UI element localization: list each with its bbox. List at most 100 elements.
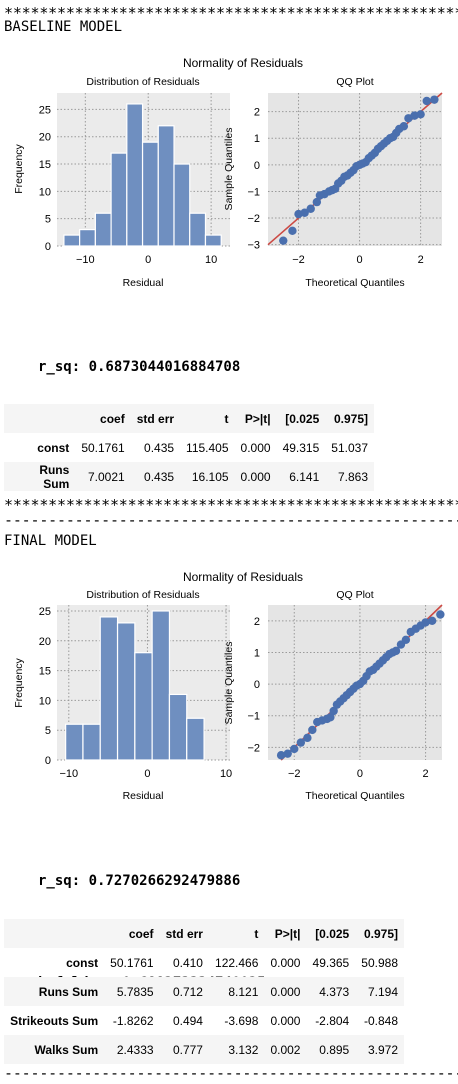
table-row: Walks Sum 2.4333 0.777 3.132 0.002 0.895… <box>4 1035 404 1064</box>
qq-point <box>416 110 425 119</box>
table-row: Runs Sum 5.7835 0.712 8.121 0.000 4.373 … <box>4 977 404 1006</box>
table-cell: 0.494 <box>172 1013 203 1028</box>
x-tick-label: 0 <box>144 768 150 780</box>
table-cell: -3.698 <box>224 1013 259 1028</box>
final-metrics: r_sq: 0.7270266292479886 r_sq_adjusted: … <box>38 839 316 1009</box>
y-tick-label: 1 <box>254 647 260 659</box>
qq-point <box>283 749 292 758</box>
separator-stars: ****************************************… <box>4 4 458 22</box>
column-header: std err <box>165 926 203 941</box>
y-tick-label: 25 <box>39 606 51 618</box>
row-label: Runs Sum <box>38 984 99 999</box>
x-tick-label: 2 <box>423 768 429 780</box>
qq-point <box>329 706 338 716</box>
x-tick-label: −2 <box>292 254 305 266</box>
hist-ylabel: Frequency <box>13 657 25 707</box>
metric-r-sq: r_sq: 0.7270266292479886 <box>38 873 241 889</box>
histogram-bar <box>141 141 159 247</box>
table-cell: 16.105 <box>191 469 229 484</box>
y-tick-label: 0 <box>254 679 260 691</box>
histogram-bar <box>189 212 207 247</box>
table-cell: 115.405 <box>186 440 229 455</box>
histogram-bar <box>82 723 101 761</box>
qq-title: QQ Plot <box>336 76 373 88</box>
metric-r-sq: r_sq: 0.6873044016884708 <box>38 359 241 375</box>
row-label: Strikeouts Sum <box>10 1013 99 1028</box>
qq-ylabel: Sample Quantiles <box>223 642 235 725</box>
column-header: [0.025 <box>315 926 350 941</box>
row-label: Walks Sum <box>34 1042 99 1057</box>
y-tick-label: 2 <box>254 107 260 119</box>
qq-x-ticks: −2 0 2 <box>288 768 429 780</box>
y-tick-label: 25 <box>39 104 51 116</box>
hist-x-ticks: −10 0 10 <box>76 254 217 266</box>
table-cell: 0.000 <box>240 469 271 484</box>
qq-point <box>306 204 315 213</box>
metric-k-fold-r: k_fold_r: 0.6521724605672568 <box>38 461 275 477</box>
qq-point <box>436 610 445 619</box>
x-tick-label: 10 <box>205 254 217 266</box>
table-row: const 50.1761 0.410 122.466 0.000 49.365… <box>4 948 404 977</box>
separator-dashes: ----------------------------------------… <box>4 1064 458 1082</box>
hist-title: Distribution of Residuals <box>86 76 199 88</box>
hist-x-ticks: −10 0 10 <box>59 768 232 780</box>
y-tick-label: 10 <box>39 695 51 707</box>
baseline-coef-table: coef std err t P>|t| [0.025 0.975] const… <box>4 404 374 491</box>
qq-grid <box>268 605 442 760</box>
final-figure-svg: Normality of Residuals Distribution of R… <box>13 570 445 802</box>
y-tick-label: 0 <box>45 241 51 253</box>
histogram-bar <box>204 234 222 247</box>
x-tick-label: −10 <box>59 768 78 780</box>
qq-ylabel: Sample Quantiles <box>223 128 235 211</box>
table-cell: 122.466 <box>215 955 259 970</box>
qq-point <box>391 646 401 656</box>
header-blank <box>4 919 104 948</box>
table-row: const 50.1761 0.435 115.405 0.000 49.315… <box>4 433 374 462</box>
table-cell: 49.365 <box>312 955 350 970</box>
qq-point <box>312 197 322 207</box>
histogram-bar <box>186 717 205 761</box>
table-cell: 6.141 <box>289 469 320 484</box>
table-cell: 50.1761 <box>81 440 125 455</box>
table-cell: 0.712 <box>172 984 203 999</box>
qq-point <box>421 618 430 627</box>
qq-point <box>296 738 306 747</box>
qq-point <box>427 616 437 626</box>
table-cell: 7.863 <box>337 469 368 484</box>
y-tick-label: 0 <box>45 755 51 767</box>
y-tick-label: −2 <box>247 742 260 754</box>
y-tick-label: 20 <box>39 132 51 144</box>
x-tick-label: 0 <box>357 254 363 266</box>
qq-grid <box>268 93 442 246</box>
qq-point <box>303 733 312 743</box>
qq-point <box>430 95 439 104</box>
qq-xlabel: Theoretical Quantiles <box>305 277 404 289</box>
table-header-row: coef std err t P>|t| [0.025 0.975] <box>4 404 374 433</box>
y-tick-label: −2 <box>247 213 260 225</box>
y-tick-label: −3 <box>247 240 260 252</box>
column-header: P>|t| <box>274 926 301 941</box>
table-cell: 0.410 <box>172 955 203 970</box>
column-header: coef <box>128 926 154 941</box>
qq-point <box>399 122 409 131</box>
column-header: std err <box>136 411 175 426</box>
column-header: t <box>224 411 229 426</box>
table-cell: 7.194 <box>367 984 398 999</box>
metric-r-sq-adjusted: r_sq_adjusted: 0.6846544389909155 <box>38 410 317 426</box>
qq-xlabel: Theoretical Quantiles <box>305 790 404 802</box>
column-header: 0.975] <box>333 411 368 426</box>
column-header: 0.975] <box>363 926 398 941</box>
y-tick-label: 10 <box>39 186 51 198</box>
hist-xlabel: Residual <box>123 790 164 802</box>
hist-bars <box>65 610 205 761</box>
column-header: P>|t| <box>244 411 271 426</box>
metric-k-fold-r: k_fold_r: 0.688273334740025 <box>38 975 266 991</box>
histogram-bar <box>65 723 84 761</box>
hist-y-ticks: 0 5 10 15 20 25 <box>39 104 51 253</box>
histogram-bar <box>173 163 191 247</box>
qq-point <box>300 208 309 217</box>
table-cell: 4.373 <box>319 984 350 999</box>
qq-point <box>401 635 411 644</box>
y-tick-label: 15 <box>39 159 51 171</box>
qq-x-ticks: −2 0 2 <box>292 254 423 266</box>
